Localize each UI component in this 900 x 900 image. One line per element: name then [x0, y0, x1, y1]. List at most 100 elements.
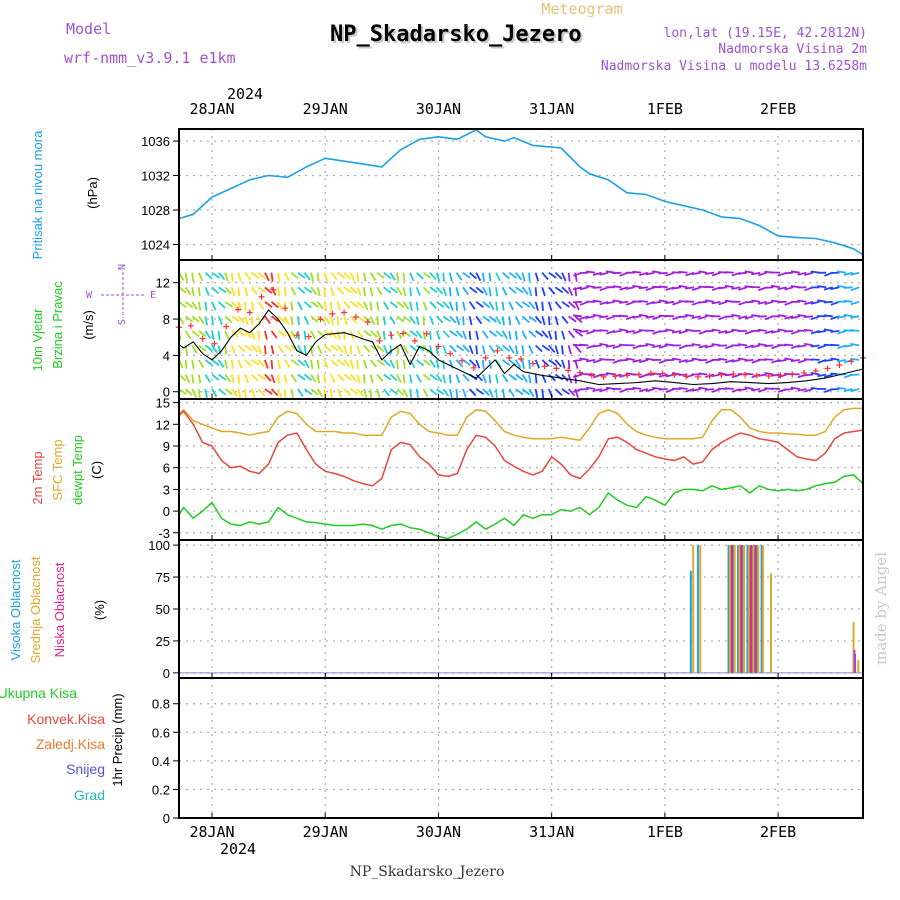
wind-arrow — [508, 330, 512, 340]
wind-arrow — [515, 286, 524, 294]
wind-arrow — [823, 373, 834, 378]
wind-arrow — [197, 287, 201, 297]
wind-arrow — [197, 388, 201, 399]
wind-gust-marker — [459, 357, 466, 364]
wind-arrow — [310, 359, 314, 369]
wind-arrow — [678, 284, 688, 289]
wind-arrow — [691, 315, 701, 319]
wind-arrow — [277, 344, 285, 354]
wind-arrow — [270, 374, 276, 384]
wind-arrow — [303, 301, 312, 309]
wind-arrow — [718, 330, 728, 334]
wind-axis-label: 10m Vjetar — [30, 308, 45, 372]
wind-arrow — [698, 270, 708, 274]
wind-arrow — [204, 388, 208, 399]
pressure-unit-label: (hPa) — [85, 177, 100, 209]
wind-arrow — [515, 301, 524, 309]
wind-arrow — [468, 359, 477, 367]
wind-arrow — [402, 301, 410, 310]
wind-arrow — [310, 301, 319, 308]
wind-arrow — [468, 345, 474, 355]
wind-gust-marker — [270, 286, 277, 293]
wind-arrow — [217, 315, 223, 325]
wind-arrow — [349, 345, 353, 355]
y-tick-label: 12 — [156, 276, 170, 291]
wind-arrow — [586, 315, 596, 319]
wind-arrow — [658, 299, 668, 303]
wind-arrow — [541, 359, 550, 367]
wind-arrow — [718, 372, 728, 376]
wind-arrow — [270, 272, 274, 282]
wind-arrow — [336, 271, 346, 279]
wind-arrow — [718, 300, 728, 306]
wind-arrow — [283, 287, 287, 297]
wind-arrow — [482, 388, 490, 396]
wind-gust-marker — [812, 367, 819, 374]
wind-arrow — [685, 388, 695, 393]
wind-arrow — [843, 271, 853, 276]
wind-gust-marker — [600, 373, 607, 380]
wind-arrow — [422, 388, 429, 398]
wind-arrow — [521, 359, 525, 369]
wind-arrow — [336, 330, 341, 340]
top-date-label: 2FEB — [760, 100, 796, 118]
wind-arrow — [567, 286, 574, 296]
wind-arrow — [658, 344, 668, 349]
wind-arrow — [804, 388, 814, 393]
wind-gust-marker — [671, 371, 678, 378]
wind-arrow — [592, 286, 602, 289]
wind-arrow — [764, 300, 774, 305]
wind-arrow — [455, 316, 461, 326]
wind-arrow — [448, 388, 453, 399]
wind-arrow — [488, 374, 492, 384]
y-tick-label: 0 — [163, 385, 170, 400]
wind-arrow — [442, 359, 445, 369]
wind-arrow — [230, 345, 236, 355]
wind-arrow — [435, 272, 441, 282]
sfc-temp-line — [178, 407, 863, 441]
wind-arrow — [191, 374, 195, 384]
wind-arrow — [757, 271, 768, 277]
wind-arrow — [363, 344, 371, 353]
dewpoint-line — [178, 474, 864, 540]
wind-arrow — [257, 330, 260, 340]
wind-arrow — [554, 373, 564, 381]
wind-arrow — [310, 345, 314, 355]
compass-east: E — [150, 290, 156, 301]
wind-arrow — [442, 301, 450, 310]
wind-arrow — [237, 359, 243, 369]
wind-arrow — [264, 286, 273, 294]
wind-gust-marker — [824, 365, 831, 372]
wind-arrow — [541, 287, 546, 297]
wind-arrow — [561, 315, 569, 324]
wind-arrow — [336, 344, 344, 353]
wind-arrow — [495, 330, 504, 338]
wind-arrow — [632, 359, 642, 363]
wind-arrow — [396, 388, 405, 396]
wind-gust-marker — [753, 372, 760, 379]
wind-arrow — [764, 286, 774, 289]
wind-arrow — [488, 301, 495, 311]
wind-arrow — [297, 344, 304, 354]
wind-arrow — [810, 358, 820, 361]
wind-gust-marker — [541, 363, 548, 370]
wind-arrow — [310, 272, 315, 282]
wind-arrow — [508, 373, 517, 381]
wind-gust-marker — [635, 371, 642, 378]
wind-arrow — [244, 359, 252, 368]
tsfc-axis-label: SFC Temp — [50, 439, 65, 500]
wind-arrow — [455, 287, 460, 297]
wind-arrow — [554, 388, 563, 396]
wind-arrow — [330, 388, 333, 399]
wind-arrow — [605, 344, 616, 348]
wind-arrow — [336, 373, 345, 382]
wind-arrow — [376, 286, 383, 296]
wind-arrow — [356, 359, 359, 369]
wind-arrow — [528, 374, 532, 384]
wind-arrow — [277, 272, 281, 282]
wind-arrow — [422, 301, 428, 311]
y-tick-label: 50 — [156, 602, 170, 617]
wind-arrow — [382, 316, 387, 326]
wind-arrow — [442, 374, 447, 384]
wind-arrow — [468, 301, 476, 310]
